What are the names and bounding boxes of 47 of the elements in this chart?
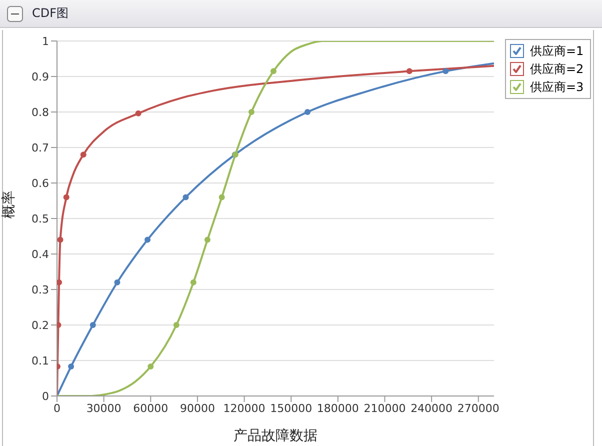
x-tick-label: 150000: [270, 402, 312, 415]
point: [182, 194, 189, 200]
legend-label: 供应商=3: [530, 78, 584, 96]
point: [406, 68, 412, 74]
point: [114, 279, 120, 286]
point: [63, 194, 70, 200]
y-tick-label: 0.3: [32, 283, 49, 296]
y-tick-label: 0.6: [32, 176, 49, 190]
point: [248, 109, 254, 115]
point: [68, 364, 74, 370]
point: [57, 279, 62, 286]
point: [190, 279, 196, 286]
y-tick-label: 1: [42, 34, 49, 48]
x-tick-label: 120000: [223, 402, 266, 415]
x-tick-label: 180000: [316, 402, 359, 415]
point: [218, 194, 225, 200]
y-tick-label: 0.5: [32, 212, 49, 226]
x-tick-label: 0: [54, 402, 60, 415]
point: [80, 152, 86, 158]
y-axis-title: 概率: [0, 190, 17, 218]
chart-title: CDF图: [32, 5, 69, 22]
x-tick-label: 210000: [364, 402, 406, 415]
y-tick-label: 0: [42, 390, 49, 403]
x-tick-label: 270000: [457, 402, 500, 415]
y-tick-label: 0.7: [32, 141, 49, 154]
point: [270, 68, 276, 74]
y-tick-label: 0.4: [32, 248, 49, 261]
point: [173, 322, 180, 328]
y-tick-label: 0.2: [32, 318, 49, 332]
x-tick-label: 90000: [180, 402, 215, 415]
x-tick-label: 30000: [86, 402, 122, 415]
point: [90, 322, 96, 328]
point: [204, 236, 210, 243]
legend-label: 供应商=2: [530, 60, 584, 78]
x-tick-label: 240000: [410, 402, 453, 415]
y-tick-label: 0.8: [32, 106, 49, 119]
y-tick-label: 0.1: [32, 354, 49, 368]
x-tick-label: 60000: [133, 402, 168, 415]
point: [57, 236, 64, 243]
point: [144, 236, 151, 243]
point: [304, 109, 310, 115]
y-tick-label: 0.9: [32, 70, 49, 84]
legend-label: 供应商=1: [530, 42, 584, 60]
point: [442, 68, 449, 74]
point: [135, 110, 142, 116]
point: [148, 364, 154, 370]
x-axis-title: 产品故障数据: [234, 428, 318, 444]
